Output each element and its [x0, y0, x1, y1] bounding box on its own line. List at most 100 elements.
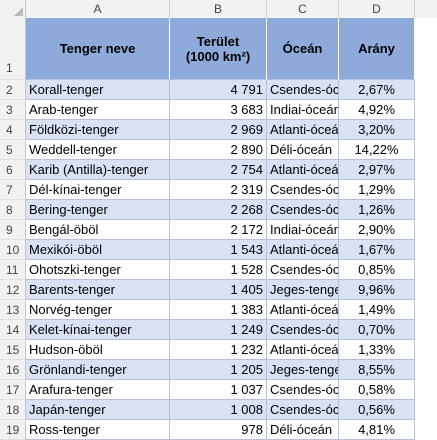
- cell-ocean[interactable]: Atlanti-óceán: [267, 300, 339, 320]
- cell-name[interactable]: Karib (Antilla)-tenger: [26, 160, 170, 180]
- row-header-4[interactable]: 4: [0, 120, 26, 140]
- cell-ocean[interactable]: Déli-óceán: [267, 140, 339, 160]
- cell-area[interactable]: 1 037: [170, 380, 267, 400]
- empty-column[interactable]: [414, 18, 437, 434]
- cell-ratio[interactable]: 1,67%: [339, 240, 415, 260]
- cell-name[interactable]: Ross-tenger: [26, 420, 170, 440]
- row-header-14[interactable]: 14: [0, 320, 26, 340]
- cell-area[interactable]: 2 319: [170, 180, 267, 200]
- header-cell-name[interactable]: Tenger neve: [26, 18, 170, 80]
- cell-ratio[interactable]: 3,20%: [339, 120, 415, 140]
- cell-ratio[interactable]: 8,55%: [339, 360, 415, 380]
- header-cell-ratio[interactable]: Arány: [339, 18, 415, 80]
- cell-ocean[interactable]: Déli-óceán: [267, 420, 339, 440]
- cell-ratio[interactable]: 2,97%: [339, 160, 415, 180]
- cell-area[interactable]: 1 205: [170, 360, 267, 380]
- cell-ratio[interactable]: 1,33%: [339, 340, 415, 360]
- cell-ocean[interactable]: Csendes-óceán: [267, 320, 339, 340]
- cell-ratio[interactable]: 0,85%: [339, 260, 415, 280]
- cell-name[interactable]: Weddell-tenger: [26, 140, 170, 160]
- cell-ocean[interactable]: Atlanti-óceán: [267, 340, 339, 360]
- row-header-9[interactable]: 9: [0, 220, 26, 240]
- row-header-13[interactable]: 13: [0, 300, 26, 320]
- cell-area[interactable]: 1 249: [170, 320, 267, 340]
- column-header-a[interactable]: A: [26, 0, 170, 18]
- cell-area[interactable]: 2 969: [170, 120, 267, 140]
- cell-name[interactable]: Arafura-tenger: [26, 380, 170, 400]
- column-header-b[interactable]: B: [170, 0, 267, 18]
- cell-name[interactable]: Bengál-öböl: [26, 220, 170, 240]
- row-header-15[interactable]: 15: [0, 340, 26, 360]
- cell-name[interactable]: Mexikói-öböl: [26, 240, 170, 260]
- cell-ocean[interactable]: Atlanti-óceán: [267, 160, 339, 180]
- column-header-d[interactable]: D: [339, 0, 415, 18]
- cell-name[interactable]: Grönlandi-tenger: [26, 360, 170, 380]
- cell-ocean[interactable]: Atlanti-óceán: [267, 240, 339, 260]
- cell-ratio[interactable]: 1,49%: [339, 300, 415, 320]
- cell-name[interactable]: Bering-tenger: [26, 200, 170, 220]
- row-header-17[interactable]: 17: [0, 380, 26, 400]
- row-header-6[interactable]: 6: [0, 160, 26, 180]
- cell-area[interactable]: 1 232: [170, 340, 267, 360]
- cell-area[interactable]: 2 890: [170, 140, 267, 160]
- row-header-2[interactable]: 2: [0, 80, 26, 100]
- cell-ratio[interactable]: 4,92%: [339, 100, 415, 120]
- cell-ratio[interactable]: 9,96%: [339, 280, 415, 300]
- cell-ratio[interactable]: 14,22%: [339, 140, 415, 160]
- cell-ratio[interactable]: 2,67%: [339, 80, 415, 100]
- row-header-7[interactable]: 7: [0, 180, 26, 200]
- cell-ocean[interactable]: Indiai-óceán: [267, 100, 339, 120]
- cell-area[interactable]: 3 683: [170, 100, 267, 120]
- row-header-10[interactable]: 10: [0, 240, 26, 260]
- row-header-11[interactable]: 11: [0, 260, 26, 280]
- cell-name[interactable]: Norvég-tenger: [26, 300, 170, 320]
- cell-name[interactable]: Korall-tenger: [26, 80, 170, 100]
- cell-ratio[interactable]: 1,29%: [339, 180, 415, 200]
- row-header-3[interactable]: 3: [0, 100, 26, 120]
- row-header-8[interactable]: 8: [0, 200, 26, 220]
- header-cell-area[interactable]: Terület (1000 km²): [170, 18, 267, 80]
- select-all-button[interactable]: [0, 0, 26, 18]
- row-header-12[interactable]: 12: [0, 280, 26, 300]
- cell-area[interactable]: 1 543: [170, 240, 267, 260]
- cell-ocean[interactable]: Csendes-óceán: [267, 200, 339, 220]
- cell-name[interactable]: Kelet-kínai-tenger: [26, 320, 170, 340]
- cell-area[interactable]: 4 791: [170, 80, 267, 100]
- cell-ocean[interactable]: Jeges-tenger: [267, 360, 339, 380]
- cell-ocean[interactable]: Jeges-tenger: [267, 280, 339, 300]
- row-header-19[interactable]: 19: [0, 420, 26, 440]
- cell-area[interactable]: 1 383: [170, 300, 267, 320]
- cell-ocean[interactable]: Csendes-óceán: [267, 260, 339, 280]
- cell-ocean[interactable]: Indiai-óceán: [267, 220, 339, 240]
- cell-area[interactable]: 2 754: [170, 160, 267, 180]
- cell-name[interactable]: Hudson-öböl: [26, 340, 170, 360]
- cell-name[interactable]: Japán-tenger: [26, 400, 170, 420]
- cell-ratio[interactable]: 4,81%: [339, 420, 415, 440]
- cell-ocean[interactable]: Csendes-óceán: [267, 180, 339, 200]
- row-header-5[interactable]: 5: [0, 140, 26, 160]
- cell-ocean[interactable]: Csendes-óceán: [267, 400, 339, 420]
- row-header-18[interactable]: 18: [0, 400, 26, 420]
- cell-name[interactable]: Földközi-tenger: [26, 120, 170, 140]
- cell-ocean[interactable]: Atlanti-óceán: [267, 120, 339, 140]
- cell-name[interactable]: Barents-tenger: [26, 280, 170, 300]
- cell-area[interactable]: 2 172: [170, 220, 267, 240]
- cell-name[interactable]: Ohotszki-tenger: [26, 260, 170, 280]
- cell-ocean[interactable]: Csendes-óceán: [267, 380, 339, 400]
- cell-ratio[interactable]: 0,56%: [339, 400, 415, 420]
- header-cell-ocean[interactable]: Óceán: [267, 18, 339, 80]
- cell-ratio[interactable]: 0,70%: [339, 320, 415, 340]
- cell-ratio[interactable]: 2,90%: [339, 220, 415, 240]
- cell-name[interactable]: Arab-tenger: [26, 100, 170, 120]
- cell-ocean[interactable]: Csendes-óceán: [267, 80, 339, 100]
- cell-area[interactable]: 1 528: [170, 260, 267, 280]
- cell-ratio[interactable]: 0,58%: [339, 380, 415, 400]
- row-header-16[interactable]: 16: [0, 360, 26, 380]
- row-header-1[interactable]: 1: [0, 18, 26, 80]
- cell-area[interactable]: 1 405: [170, 280, 267, 300]
- cell-area[interactable]: 978: [170, 420, 267, 440]
- cell-area[interactable]: 1 008: [170, 400, 267, 420]
- cell-area[interactable]: 2 268: [170, 200, 267, 220]
- column-header-c[interactable]: C: [267, 0, 339, 18]
- cell-ratio[interactable]: 1,26%: [339, 200, 415, 220]
